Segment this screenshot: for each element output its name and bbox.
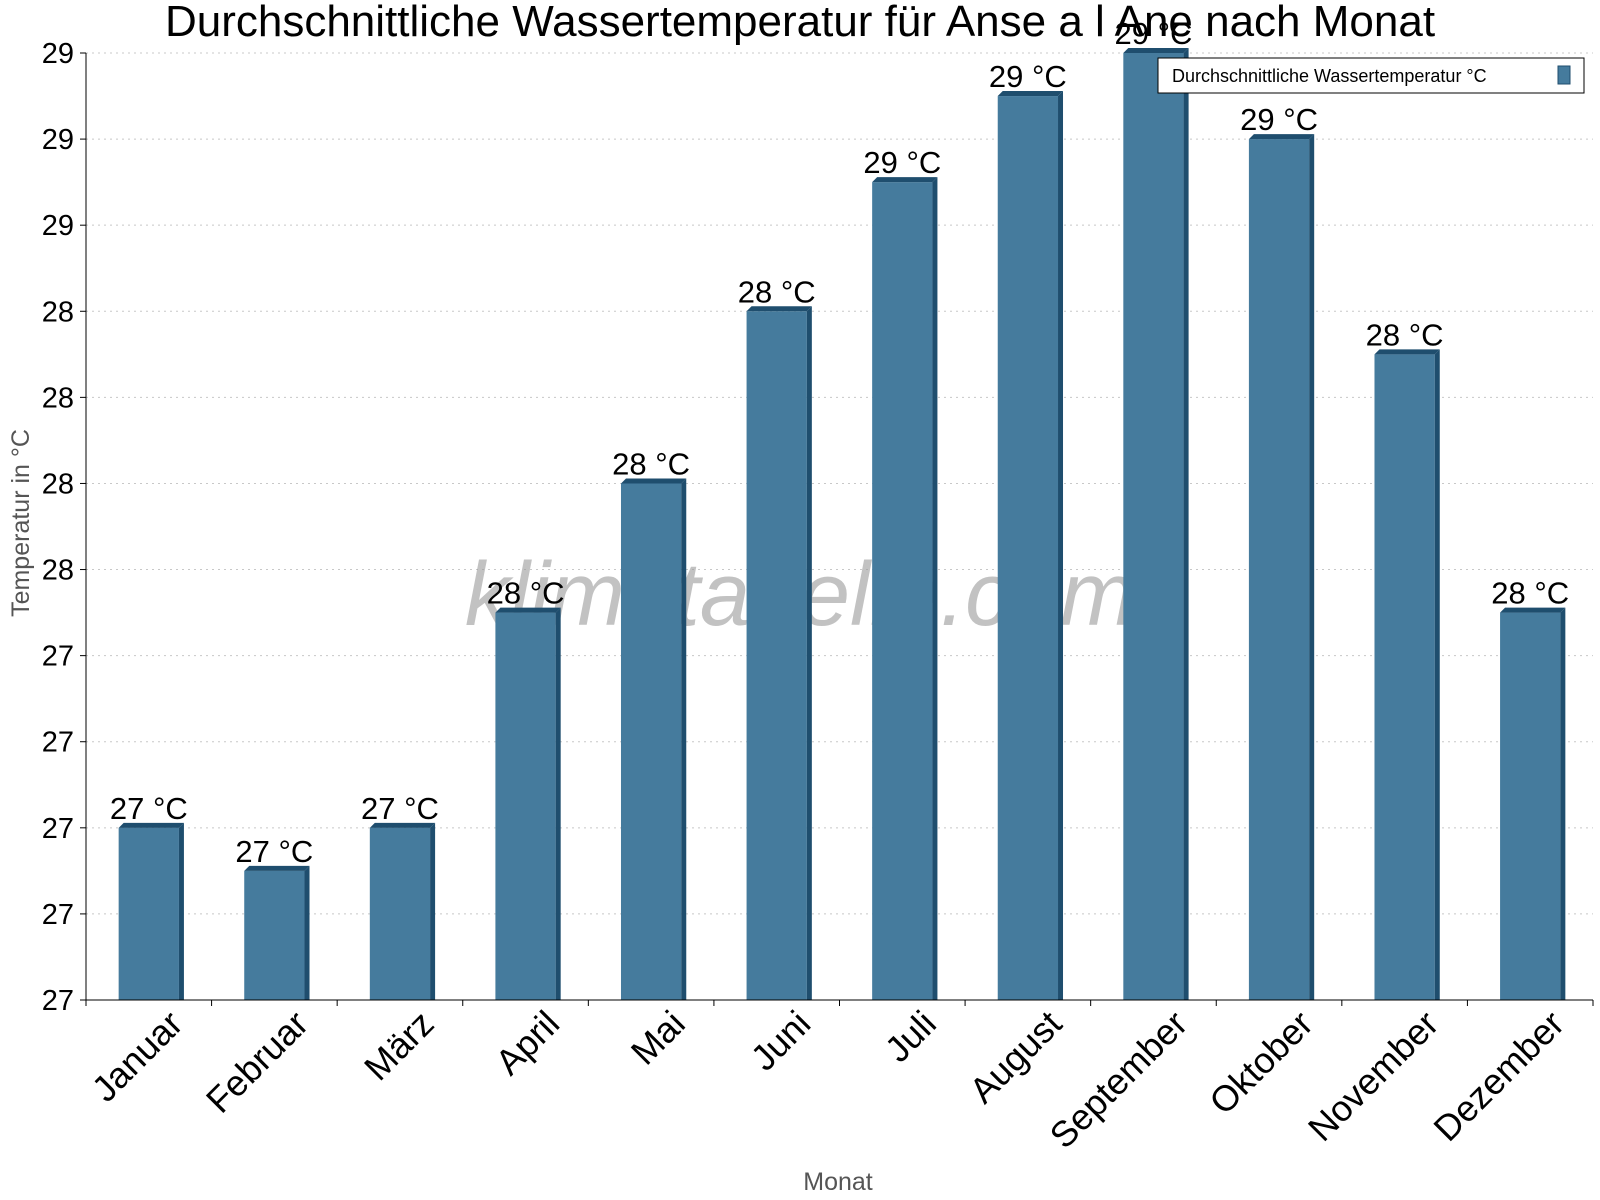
bar	[1374, 354, 1435, 1000]
bar	[872, 182, 933, 1001]
x-tick-label: Juni	[743, 1003, 819, 1079]
bar-top	[1123, 48, 1189, 53]
value-label: 29 °C	[1240, 102, 1318, 137]
x-tick-label: März	[356, 1003, 442, 1089]
y-tick-label: 27	[42, 813, 74, 845]
x-tick-label: September	[1042, 1003, 1196, 1157]
value-label: 29 °C	[1115, 16, 1193, 51]
chart-title: Durchschnittliche Wassertemperatur für A…	[165, 0, 1435, 46]
x-tick-label: Juli	[877, 1003, 944, 1070]
y-tick-label: 28	[42, 468, 74, 500]
bar-top	[495, 607, 561, 613]
bar-side	[1309, 134, 1315, 1000]
bar	[118, 827, 179, 1000]
legend-box	[1157, 57, 1585, 94]
bar	[746, 311, 807, 1001]
bar-top	[872, 177, 938, 183]
value-label: 28 °C	[1491, 576, 1569, 611]
legend: Durchschnittliche Wassertemperatur °C	[1157, 57, 1585, 94]
y-tick-label: 28	[42, 382, 74, 414]
bar-top	[244, 865, 310, 871]
x-tick-label: Mai	[623, 1003, 693, 1073]
x-tick-label: Dezember	[1425, 1003, 1571, 1149]
x-tick-label: Januar	[84, 1003, 191, 1110]
bar-side	[1434, 349, 1440, 1000]
legend-swatch	[1557, 65, 1571, 85]
bars	[118, 48, 1566, 1001]
bar-side	[178, 822, 184, 1000]
y-tick-label: 27	[42, 899, 74, 931]
value-label: 28 °C	[487, 576, 565, 611]
bar	[244, 870, 305, 1000]
bar	[997, 96, 1059, 1000]
y-axis-label: Temperatur in °C	[7, 429, 35, 617]
bar-top	[620, 478, 687, 484]
bar-side	[681, 478, 687, 1000]
bar-top	[369, 822, 436, 828]
value-label: 27 °C	[110, 791, 188, 826]
x-axis-label: Monat	[803, 1168, 873, 1196]
bar-side	[1058, 91, 1064, 1000]
y-tick-label: 27	[42, 985, 74, 1017]
legend-label: Durchschnittliche Wassertemperatur °C	[1172, 66, 1487, 86]
bar-side	[806, 306, 812, 1001]
x-tick-label: Februar	[198, 1003, 316, 1121]
bar-top	[1374, 349, 1440, 355]
bar-side	[304, 865, 310, 1000]
bar	[1500, 612, 1561, 1000]
y-tick-label: 29	[42, 38, 74, 70]
value-label: 27 °C	[361, 791, 439, 826]
y-tick-label: 29	[42, 124, 74, 156]
bar	[369, 827, 431, 1000]
bar-side	[1560, 607, 1566, 1000]
y-tick-label: 28	[42, 555, 74, 587]
bar	[620, 483, 682, 1000]
bar-side	[555, 607, 561, 1000]
bar	[495, 612, 556, 1000]
x-tick-label: April	[487, 1003, 567, 1083]
value-label: 28 °C	[1366, 317, 1444, 352]
x-tick-label: August	[961, 1003, 1069, 1111]
y-tick-label: 27	[42, 641, 74, 673]
bar-top	[997, 91, 1064, 97]
bar-top	[1500, 607, 1566, 613]
bar	[1123, 53, 1184, 1000]
bar-side	[1183, 48, 1189, 1000]
bar	[1248, 139, 1310, 1000]
y-tick-label: 28	[42, 296, 74, 328]
bar-top	[1248, 134, 1315, 140]
gridlines	[86, 52, 1593, 915]
value-label: 29 °C	[863, 145, 941, 180]
value-label: 28 °C	[738, 274, 816, 309]
bar-top	[746, 306, 812, 312]
bar-top	[118, 822, 184, 828]
value-label: 29 °C	[989, 59, 1067, 94]
x-tick-label: November	[1300, 1003, 1446, 1149]
bar-side	[932, 177, 938, 1001]
y-tick-label: 27	[42, 727, 74, 759]
x-tick-label: Oktober	[1201, 1003, 1321, 1123]
y-tick-label: 29	[42, 210, 74, 242]
bar-side	[430, 822, 436, 1000]
value-label: 27 °C	[235, 834, 313, 869]
value-labels: 27 °C 27 °C 27 °C 28 °C 28 °C 28 °C 29 °C 29 °C…	[110, 16, 1569, 869]
value-label: 28 °C	[612, 446, 690, 481]
